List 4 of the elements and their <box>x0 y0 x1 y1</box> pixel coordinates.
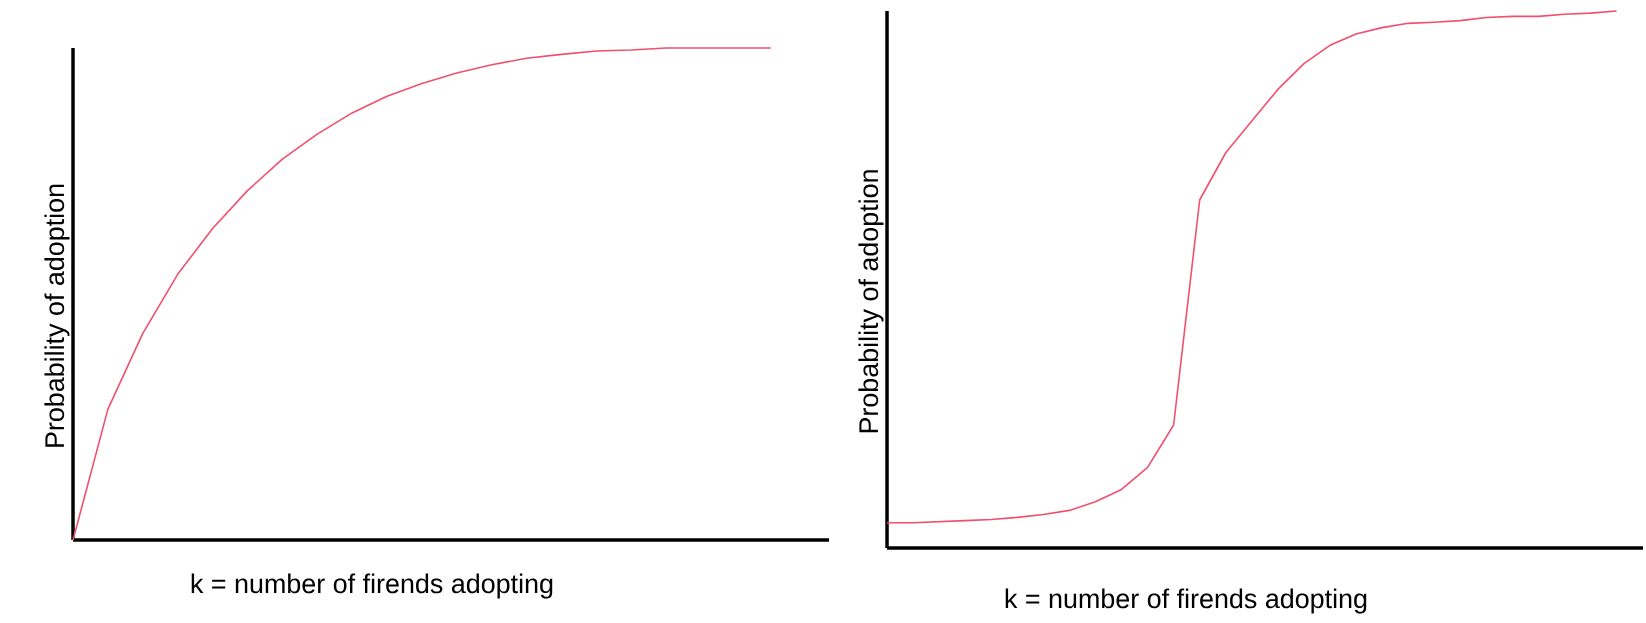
y-axis-title: Probability of adoption <box>44 184 70 447</box>
x-axis-title: k = number of firends adopting <box>1005 588 1367 614</box>
y-axis-title: Probability of adoption <box>858 170 884 433</box>
x-axis-title: k = number of firends adopting <box>191 573 553 599</box>
